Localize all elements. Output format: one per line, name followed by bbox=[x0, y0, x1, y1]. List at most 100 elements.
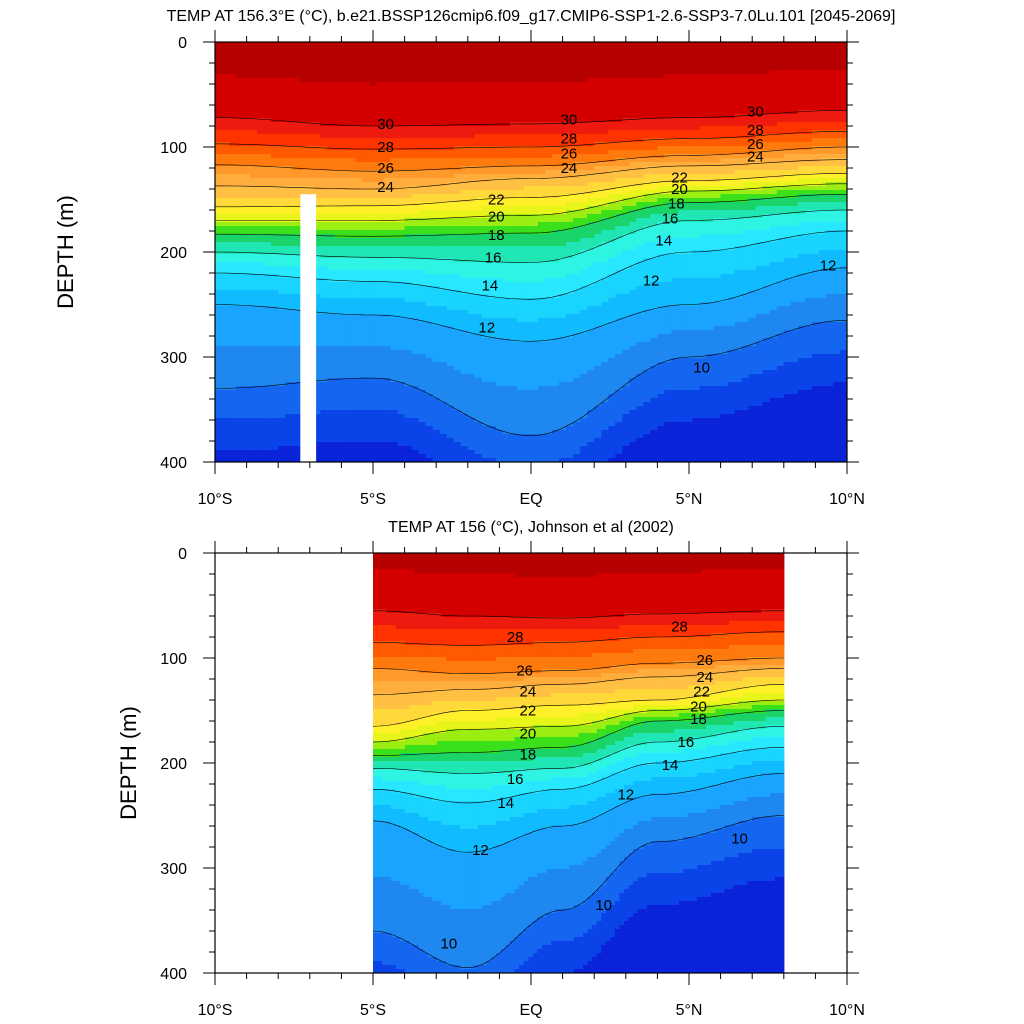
heatmap-cell bbox=[488, 82, 497, 87]
heatmap-cell bbox=[418, 42, 427, 47]
heatmap-cell bbox=[390, 110, 399, 115]
heatmap-cell bbox=[495, 114, 504, 119]
heatmap-cell bbox=[481, 190, 490, 195]
heatmap-cell bbox=[453, 278, 462, 283]
heatmap-cell bbox=[243, 118, 251, 123]
heatmap-cell bbox=[538, 314, 546, 319]
heatmap-cell bbox=[236, 58, 244, 63]
heatmap-cell bbox=[531, 358, 539, 363]
heatmap-cell bbox=[474, 78, 483, 83]
heatmap-cell bbox=[538, 214, 546, 219]
heatmap-cell bbox=[341, 394, 350, 399]
heatmap-cell bbox=[278, 238, 286, 243]
heatmap-cell bbox=[222, 394, 230, 399]
heatmap-cell bbox=[320, 174, 328, 179]
heatmap-cell bbox=[229, 94, 237, 99]
heatmap-cell bbox=[453, 122, 462, 127]
heatmap-cell bbox=[320, 282, 328, 287]
heatmap-cell bbox=[320, 286, 328, 291]
heatmap-cell bbox=[474, 402, 483, 407]
heatmap-cell bbox=[446, 290, 455, 295]
heatmap-cell bbox=[376, 358, 385, 363]
heatmap-cell bbox=[376, 278, 385, 283]
heatmap-cell bbox=[531, 122, 539, 127]
heatmap-cell bbox=[271, 254, 279, 259]
heatmap-cell bbox=[453, 350, 462, 355]
heatmap-cell bbox=[390, 210, 399, 215]
heatmap-cell bbox=[348, 122, 357, 127]
heatmap-cell bbox=[271, 174, 279, 179]
heatmap-cell bbox=[229, 134, 237, 139]
heatmap-cell bbox=[411, 226, 420, 231]
heatmap-cell bbox=[488, 282, 497, 287]
heatmap-cell bbox=[327, 274, 335, 279]
heatmap-cell bbox=[460, 218, 469, 223]
heatmap-cell bbox=[446, 454, 455, 459]
heatmap-cell bbox=[278, 230, 286, 235]
heatmap-cell bbox=[425, 358, 434, 363]
heatmap-cell bbox=[243, 70, 251, 75]
heatmap-cell bbox=[425, 170, 434, 175]
heatmap-cell bbox=[488, 234, 497, 239]
heatmap-cell bbox=[481, 450, 490, 455]
heatmap-cell bbox=[334, 214, 342, 219]
heatmap-cell bbox=[306, 154, 314, 159]
heatmap-cell bbox=[222, 114, 230, 119]
heatmap-cell bbox=[236, 118, 244, 123]
heatmap-cell bbox=[362, 242, 371, 247]
heatmap-cell bbox=[509, 138, 518, 143]
heatmap-cell bbox=[390, 182, 399, 187]
heatmap-cell bbox=[538, 306, 546, 311]
heatmap-cell bbox=[292, 190, 300, 195]
heatmap-cell bbox=[425, 158, 434, 163]
heatmap-cell bbox=[222, 78, 230, 83]
heatmap-cell bbox=[292, 50, 300, 55]
heatmap-cell bbox=[264, 222, 272, 227]
heatmap-cell bbox=[411, 362, 420, 367]
heatmap-cell bbox=[453, 234, 462, 239]
heatmap-cell bbox=[278, 254, 286, 259]
heatmap-cell bbox=[404, 330, 413, 335]
heatmap-cell bbox=[538, 322, 546, 327]
heatmap-cell bbox=[404, 118, 413, 123]
heatmap-cell bbox=[474, 170, 483, 175]
heatmap-cell bbox=[320, 390, 328, 395]
heatmap-cell bbox=[474, 134, 483, 139]
heatmap-cell bbox=[250, 146, 258, 151]
heatmap-cell bbox=[383, 158, 392, 163]
heatmap-cell bbox=[516, 102, 525, 107]
heatmap-cell bbox=[222, 314, 230, 319]
heatmap-cell bbox=[250, 306, 258, 311]
heatmap-cell bbox=[432, 290, 441, 295]
heatmap-cell bbox=[488, 362, 497, 367]
heatmap-cell bbox=[362, 310, 371, 315]
heatmap-cell bbox=[488, 370, 497, 375]
heatmap-cell bbox=[481, 90, 490, 95]
heatmap-cell bbox=[327, 150, 335, 155]
heatmap-cell bbox=[383, 62, 392, 67]
heatmap-cell bbox=[327, 290, 335, 295]
heatmap-cell bbox=[495, 250, 504, 255]
heatmap-cell bbox=[538, 58, 546, 63]
heatmap-cell bbox=[222, 178, 230, 183]
heatmap-cell bbox=[418, 310, 427, 315]
heatmap-cell bbox=[446, 46, 455, 51]
heatmap-cell bbox=[313, 234, 321, 239]
heatmap-cell bbox=[467, 82, 476, 87]
heatmap-cell bbox=[523, 426, 532, 431]
heatmap-cell bbox=[425, 330, 434, 335]
heatmap-cell bbox=[446, 354, 455, 359]
heatmap-cell bbox=[383, 274, 392, 279]
heatmap-cell bbox=[425, 198, 434, 203]
heatmap-cell bbox=[474, 266, 483, 271]
heatmap-cell bbox=[369, 70, 378, 75]
heatmap-cell bbox=[369, 362, 378, 367]
heatmap-cell bbox=[327, 202, 335, 207]
heatmap-cell bbox=[334, 242, 342, 247]
heatmap-cell bbox=[215, 58, 223, 63]
heatmap-cell bbox=[376, 338, 385, 343]
heatmap-cell bbox=[369, 250, 378, 255]
heatmap-cell bbox=[390, 366, 399, 371]
heatmap-cell bbox=[348, 58, 357, 63]
heatmap-cell bbox=[257, 270, 265, 275]
